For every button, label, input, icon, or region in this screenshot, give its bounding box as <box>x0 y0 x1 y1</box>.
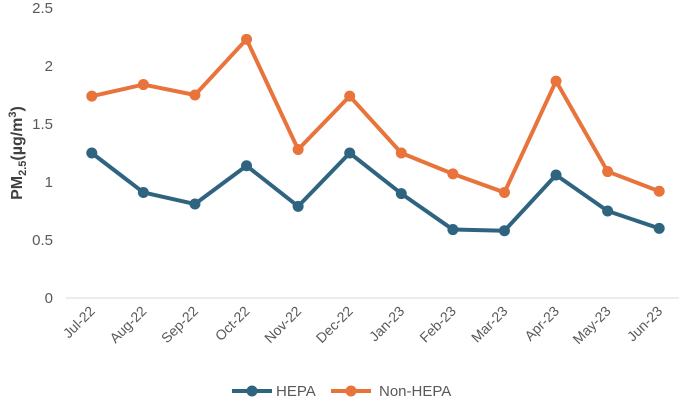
data-point-hepa <box>653 222 665 234</box>
data-point-hepa <box>241 160 253 172</box>
legend: HEPA Non-HEPA <box>232 383 451 400</box>
data-point-non-hepa <box>241 33 253 45</box>
data-point-non-hepa <box>653 185 665 197</box>
series-line-hepa <box>89 151 662 233</box>
data-point-non-hepa <box>86 90 98 102</box>
data-point-hepa <box>189 198 201 210</box>
x-tick-label: Oct-22 <box>212 303 253 344</box>
x-tick-label: Jan-23 <box>366 303 408 345</box>
data-point-non-hepa <box>137 79 149 91</box>
data-point-hepa <box>137 186 149 198</box>
x-tick-label: Jul-22 <box>60 303 98 341</box>
x-tick-label: Jun-23 <box>624 303 666 345</box>
x-tick-label: May-23 <box>569 303 613 347</box>
legend-swatch-marker <box>246 385 258 397</box>
y-tick-label: 2 <box>45 58 53 75</box>
data-point-hepa <box>395 188 407 200</box>
y-tick-label: 1.5 <box>32 116 53 133</box>
series-hepa <box>86 147 665 237</box>
x-tick-label: Feb-23 <box>416 303 459 346</box>
x-tick-label: Mar-23 <box>468 303 511 346</box>
data-point-hepa <box>550 169 562 181</box>
x-tick-label: Dec-22 <box>313 303 356 346</box>
x-tick-label: Apr-23 <box>521 303 562 344</box>
data-point-non-hepa <box>395 147 407 159</box>
series-line-non-hepa <box>89 37 662 195</box>
x-tick-label: Aug-22 <box>106 303 149 346</box>
data-point-non-hepa <box>498 186 510 198</box>
data-point-non-hepa <box>292 144 304 156</box>
data-point-non-hepa <box>189 89 201 101</box>
x-tick-label: Sep-22 <box>158 303 201 346</box>
data-point-hepa <box>498 225 510 237</box>
data-point-hepa <box>447 224 459 236</box>
data-point-non-hepa <box>344 90 356 102</box>
data-point-non-hepa <box>602 166 614 178</box>
data-point-non-hepa <box>550 75 562 87</box>
legend-item-hepa: HEPA <box>232 383 316 400</box>
y-axis-label: PM2.5(µg/m3) <box>7 106 29 200</box>
data-point-hepa <box>344 147 356 159</box>
data-point-hepa <box>292 200 304 212</box>
y-axis-title: PM2.5(µg/m3) <box>7 106 29 200</box>
data-point-hepa <box>602 205 614 217</box>
y-tick-label: 0 <box>45 290 53 307</box>
series-non-hepa <box>86 33 665 198</box>
legend-swatch-marker <box>345 385 357 397</box>
y-tick-label: 2.5 <box>32 0 53 17</box>
legend-label: Non-HEPA <box>379 383 451 400</box>
x-tick-label: Nov-22 <box>261 303 304 346</box>
legend-item-non-hepa: Non-HEPA <box>331 383 451 400</box>
y-axis-ticks: 0 0.5 1 1.5 2 2.5 <box>32 0 53 307</box>
x-axis-ticks: Jul-22 Aug-22 Sep-22 Oct-22 Nov-22 Dec-22 Jan-… <box>60 303 666 347</box>
series-layer <box>86 33 665 237</box>
data-point-hepa <box>86 147 98 159</box>
y-tick-label: 1 <box>45 174 53 191</box>
data-point-non-hepa <box>447 168 459 180</box>
legend-label: HEPA <box>276 383 316 400</box>
y-tick-label: 0.5 <box>32 232 53 249</box>
